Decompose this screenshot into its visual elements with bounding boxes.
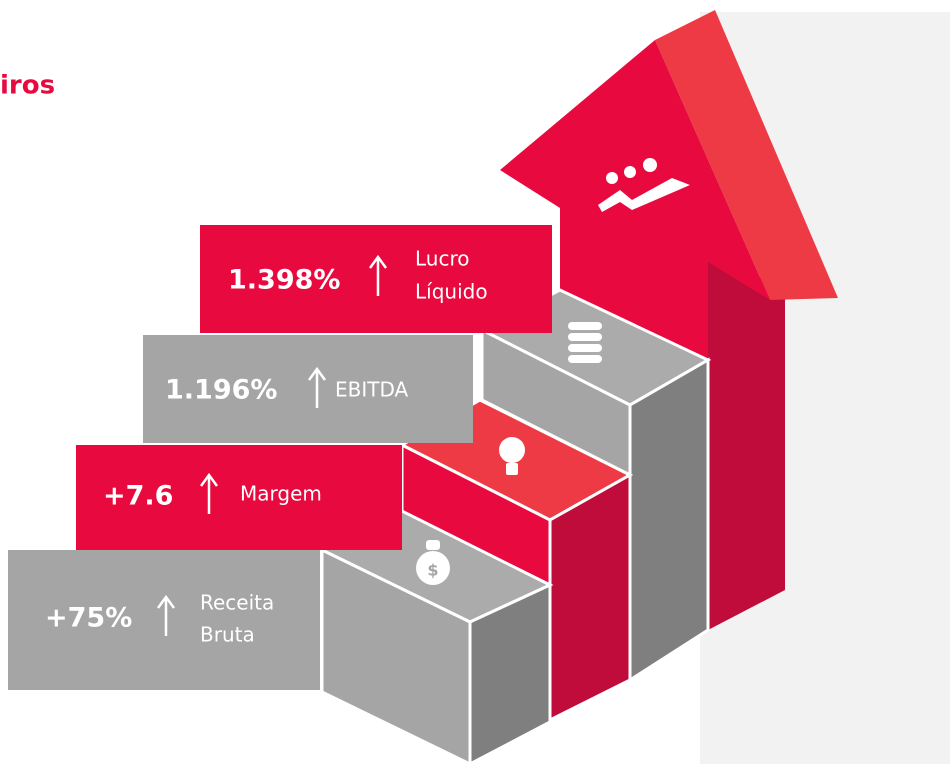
- arrow-shaft: [708, 250, 785, 630]
- up-arrow: [156, 594, 176, 636]
- up-arrow: [307, 366, 327, 408]
- icon-details: $: [427, 561, 438, 580]
- up-arrow: [368, 254, 388, 296]
- step-right: [548, 472, 632, 723]
- coin: [568, 344, 602, 352]
- step-value: 1.196%: [165, 375, 277, 406]
- step-right: [628, 357, 710, 683]
- dollar-sign: $: [427, 561, 438, 580]
- money-bag-icon: [416, 551, 450, 585]
- banner: [8, 550, 320, 690]
- arrow-side: [655, 10, 838, 300]
- banner: [76, 445, 402, 550]
- trend-icon: [598, 178, 690, 212]
- step-value: +7.6: [103, 481, 173, 512]
- up-arrows: [156, 254, 388, 636]
- step-right: [468, 582, 552, 767]
- step-label: Líquido: [415, 280, 488, 304]
- person-icon: [606, 172, 618, 184]
- coin: [568, 355, 602, 363]
- banner: [200, 225, 552, 333]
- step-label: Lucro: [415, 247, 469, 271]
- icons: [416, 158, 690, 585]
- person-icon: [643, 158, 657, 172]
- money-bag-top: [426, 540, 440, 550]
- title: iros: [0, 71, 55, 101]
- person-icon: [624, 166, 636, 178]
- coin: [568, 333, 602, 341]
- step-value: +75%: [45, 603, 132, 634]
- banner: [143, 335, 473, 443]
- up-arrow: [199, 472, 219, 514]
- coin: [568, 322, 602, 330]
- bulb-icon: [499, 437, 525, 463]
- step-label: Margem: [240, 482, 322, 506]
- step-label: Receita: [200, 591, 274, 615]
- step-label: EBITDA: [335, 378, 409, 402]
- bulb-base: [506, 463, 518, 475]
- step-label: Bruta: [200, 623, 255, 647]
- step-value: 1.398%: [228, 265, 340, 296]
